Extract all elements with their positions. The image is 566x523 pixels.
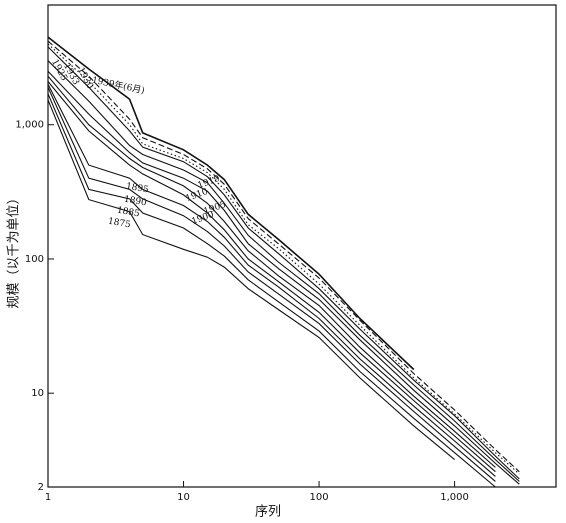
series-line [47,36,415,371]
series-line [47,84,496,477]
series-line [47,43,520,475]
series-label: 1939年(6月) [91,74,146,97]
plot-frame [47,4,557,488]
series-label: 1890 [123,195,148,209]
series-line [47,81,496,473]
series-line [47,93,496,488]
y-tick-label: 10 [31,388,44,399]
x-tick-label: 1,000 [440,492,469,503]
series-line [47,87,496,482]
series-line [47,40,520,473]
y-tick-label: 100 [25,254,44,265]
y-tick-label: 2 [38,482,44,493]
y-tick-label: 1,000 [15,120,44,131]
y-axis-title: 规模（以千为单位） [7,191,22,308]
series-label: 1875 [107,217,132,231]
series-line [47,75,496,468]
series-line [47,99,455,461]
series-label: 1885 [116,206,141,220]
x-tick-label: 1 [45,492,51,503]
series-label: 1895 [125,182,150,196]
series-line [47,46,520,480]
x-tick-label: 10 [177,492,190,503]
series-line [47,70,520,485]
x-tick-label: 100 [310,492,329,503]
series-line [47,60,520,482]
x-axis-title: 序列 [255,505,281,520]
